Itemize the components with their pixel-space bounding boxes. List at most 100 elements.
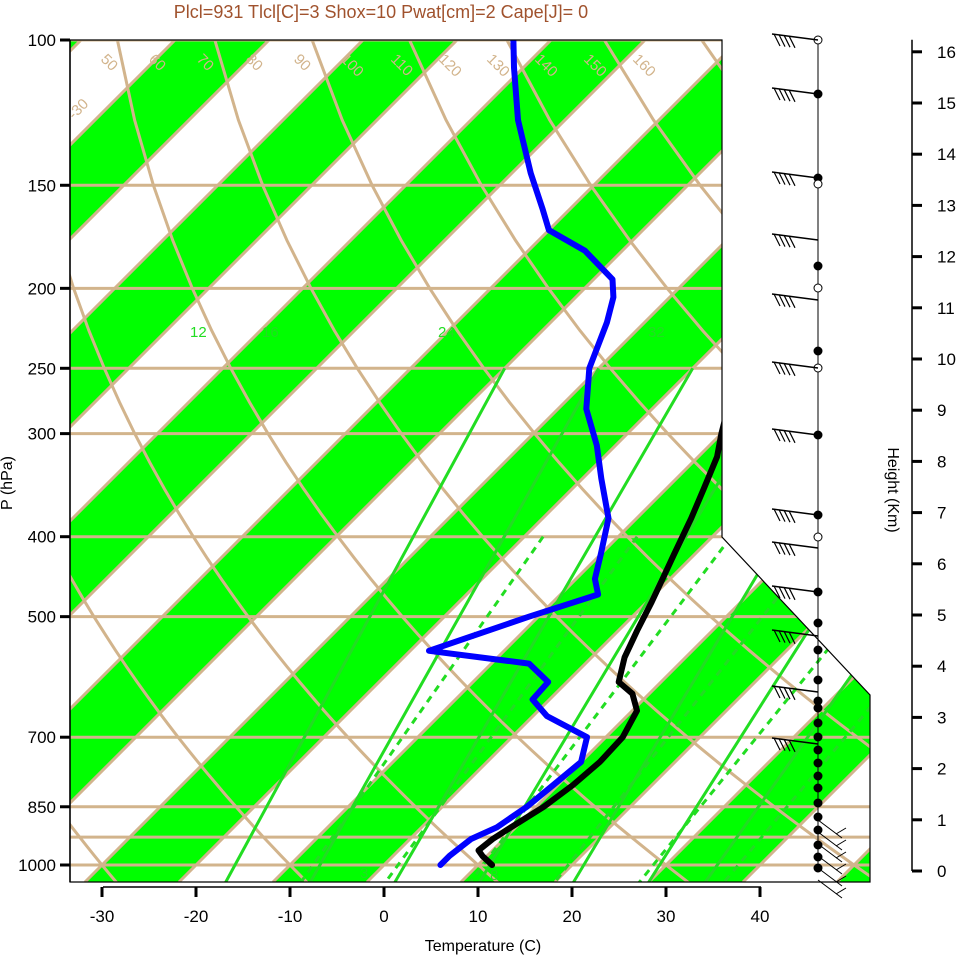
isotherm bbox=[0, 0, 27, 882]
mixing-ratio-line bbox=[224, 367, 507, 882]
temperature-band bbox=[70, 40, 870, 882]
y-axis: 100 150 200 250 300 400 500 700 850 1000 bbox=[18, 31, 71, 882]
wind-barb bbox=[771, 585, 819, 601]
wind-barb bbox=[771, 508, 819, 524]
isotherm bbox=[271, 40, 870, 882]
isotherm bbox=[177, 40, 870, 882]
isotherm-label: 50 bbox=[97, 51, 121, 75]
wind-barb-low bbox=[817, 843, 843, 863]
height-tick-label: 11 bbox=[937, 299, 955, 318]
mixing-ratio-label: 3 bbox=[360, 865, 368, 882]
y-axis-label: P (hPa) bbox=[0, 456, 16, 510]
isotherm bbox=[931, 0, 961, 882]
wind-level-marker bbox=[813, 771, 823, 781]
isotherm-label: 160 bbox=[629, 51, 659, 81]
wind-level-marker bbox=[813, 840, 823, 850]
isotherm bbox=[459, 40, 870, 882]
y-tick-label: 700 bbox=[28, 728, 56, 747]
wind-level-marker bbox=[813, 745, 823, 755]
height-tick-label: 12 bbox=[937, 248, 956, 267]
x-tick-label: -20 bbox=[184, 907, 209, 926]
height-tick-label: 8 bbox=[937, 452, 946, 471]
x-tick-label: 10 bbox=[469, 907, 488, 926]
isotherm-lines bbox=[0, 0, 961, 882]
x-tick-label: 40 bbox=[751, 907, 770, 926]
saturated-adiabat-line bbox=[637, 535, 870, 882]
wind-barb bbox=[771, 33, 819, 49]
dry-adiabat bbox=[896, 40, 961, 883]
mixing-ratio-label: 24 bbox=[438, 324, 455, 341]
isotherm-label: 130 bbox=[483, 51, 513, 81]
isotherm bbox=[70, 40, 499, 882]
x-axis-label: Temperature (C) bbox=[425, 938, 541, 955]
wind-level-marker bbox=[813, 718, 823, 728]
saturated-adiabat-line bbox=[299, 535, 545, 882]
height-tick-label: 14 bbox=[937, 145, 956, 164]
wind-level-marker bbox=[813, 732, 823, 742]
mixing-ratio-label: 32 bbox=[648, 324, 665, 341]
wind-barb bbox=[771, 361, 819, 377]
wind-level-marker bbox=[813, 618, 823, 628]
y-tick-label: 300 bbox=[28, 425, 56, 444]
mixing-ratio-label: 12 bbox=[190, 324, 207, 341]
wind-barb bbox=[771, 87, 819, 103]
height-tick-label: 7 bbox=[937, 504, 946, 523]
wind-barb-low bbox=[817, 831, 843, 851]
y-tick-label: 100 bbox=[28, 31, 56, 50]
temperature-band bbox=[70, 40, 497, 882]
wind-level-marker bbox=[813, 645, 823, 655]
isotherm bbox=[70, 40, 311, 882]
height-tick-label: 9 bbox=[937, 401, 946, 420]
wind-barb bbox=[771, 171, 819, 187]
y-tick-label: 850 bbox=[28, 798, 56, 817]
dry-adiabat bbox=[408, 40, 870, 882]
isotherm bbox=[70, 40, 593, 882]
height-axis-label: Height (Km) bbox=[884, 447, 901, 532]
y-tick-label: 500 bbox=[28, 608, 56, 627]
height-tick-label: 15 bbox=[937, 94, 956, 113]
height-tick-label: 16 bbox=[937, 43, 956, 62]
isotherm bbox=[553, 40, 870, 882]
chart-title: Plcl=931 Tlcl[C]=3 Shox=10 Pwat[cm]=2 Ca… bbox=[174, 2, 588, 22]
x-tick-label: -30 bbox=[90, 907, 115, 926]
isotherm bbox=[647, 40, 870, 882]
wind-barb bbox=[771, 629, 819, 645]
y-tick-label: 200 bbox=[28, 279, 56, 298]
wind-level-marker bbox=[813, 783, 823, 793]
dry-adiabat bbox=[115, 40, 690, 882]
wind-barb bbox=[771, 541, 819, 557]
wind-barb bbox=[771, 737, 819, 753]
height-tick-label: 0 bbox=[937, 862, 946, 881]
wind-level-marker bbox=[813, 261, 823, 271]
mixing-ratio-label: 16 bbox=[262, 324, 279, 341]
height-tick-label: 3 bbox=[937, 708, 946, 727]
wind-level-marker bbox=[813, 532, 823, 542]
x-axis: -30 -20 -10 0 10 20 30 40 bbox=[90, 886, 770, 926]
height-tick-label: 6 bbox=[937, 555, 946, 574]
wind-level-marker bbox=[813, 758, 823, 768]
wind-level-marker bbox=[813, 703, 823, 713]
height-tick-label: 1 bbox=[937, 811, 946, 830]
dry-adiabat bbox=[70, 40, 499, 882]
wind-level-marker bbox=[813, 346, 823, 356]
wind-level-marker bbox=[813, 675, 823, 685]
height-tick-label: 4 bbox=[937, 657, 946, 676]
wind-barb-low bbox=[817, 867, 843, 887]
x-tick-label: 0 bbox=[379, 907, 388, 926]
dry-adiabat-label: -30 bbox=[65, 95, 92, 122]
wind-profile bbox=[771, 33, 847, 899]
wind-barb-low bbox=[817, 819, 843, 839]
saturated-adiabat-line bbox=[722, 535, 870, 882]
mixing-ratio-line bbox=[308, 367, 601, 882]
wind-level-marker bbox=[813, 798, 823, 808]
temperature-band bbox=[70, 40, 685, 882]
dry-adiabat bbox=[70, 40, 309, 882]
isotherm bbox=[70, 40, 687, 882]
wind-level-marker bbox=[813, 812, 823, 822]
wind-level-marker bbox=[813, 852, 823, 862]
height-tick-label: 13 bbox=[937, 196, 956, 215]
height-tick-label: 10 bbox=[937, 350, 956, 369]
wind-level-marker bbox=[813, 825, 823, 835]
